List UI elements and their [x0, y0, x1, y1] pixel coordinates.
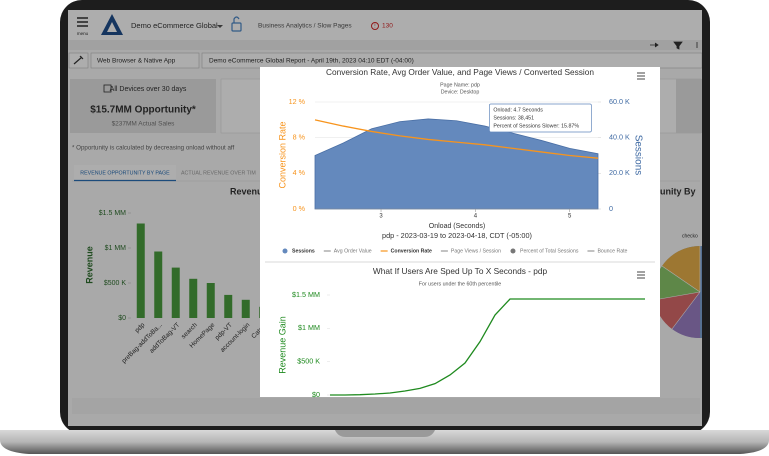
- chart-title: What If Users Are Sped Up To X Seconds -…: [373, 266, 548, 276]
- pie-slice: [672, 292, 700, 339]
- screen: menu Demo eCommerce Global Business Anal…: [68, 10, 702, 426]
- menu-label[interactable]: menu: [77, 31, 89, 36]
- tooltip-line: Percent of Sessions Slower: 15.87%: [493, 123, 579, 129]
- legend-marker: [282, 248, 288, 254]
- chart-subtitle: For users under the 60th percentile: [419, 281, 501, 287]
- y-axis-title: Revenue: [84, 246, 94, 284]
- logo-inner: [107, 22, 117, 32]
- tool-icons[interactable]: [650, 41, 698, 50]
- chart-subtitle: Page Name: pdp: [440, 82, 480, 88]
- chart-title: Conversion Rate, Avg Order Value, and Pa…: [326, 67, 594, 77]
- pie-slice: [653, 266, 700, 300]
- legend-marker: [510, 248, 516, 254]
- modal: Conversion Rate, Avg Order Value, and Pa…: [260, 67, 660, 399]
- bar: [189, 278, 198, 318]
- y-tick-label: $1.5 MM: [292, 290, 320, 299]
- bar: [154, 251, 163, 318]
- y-tick-label: $500 K: [104, 280, 127, 287]
- bar: [224, 294, 233, 318]
- legend-label[interactable]: Avg Order Value: [334, 248, 372, 254]
- area: [314, 118, 599, 210]
- tab[interactable]: ACTUAL REVENUE OVER TIM: [181, 170, 256, 176]
- y-tick-label: $500 K: [297, 357, 320, 366]
- alert-count[interactable]: 130: [382, 23, 393, 30]
- pin-icon[interactable]: [73, 55, 84, 65]
- y-axis-title: Conversion Rate: [277, 121, 287, 188]
- y-tick-label: $1.5 MM: [99, 210, 126, 217]
- top-bar: [68, 10, 702, 40]
- legend-label[interactable]: Bounce Rate: [597, 248, 627, 254]
- y-tick-label: 4 %: [293, 168, 306, 177]
- card-sales: $237MM Actual Sales: [112, 121, 176, 128]
- menu-button[interactable]: menu: [77, 17, 89, 36]
- legend-label[interactable]: Percent of Total Sessions: [520, 248, 579, 254]
- line: [330, 298, 645, 396]
- alert-mark[interactable]: !: [374, 24, 375, 30]
- summary-card-3[interactable]: [676, 79, 702, 133]
- y-tick-label: $1 MM: [298, 323, 320, 332]
- summary-card[interactable]: [70, 79, 216, 133]
- legend-label[interactable]: Conversion Rate: [391, 248, 432, 254]
- account-name[interactable]: Demo eCommerce Global: [131, 21, 218, 30]
- tooltip: Onload: 4.7 Seconds Sessions: 38,451 Perce…: [489, 103, 592, 133]
- laptop-base: [0, 430, 769, 454]
- chart-menu-icons[interactable]: [637, 72, 645, 279]
- legend-label[interactable]: Page Views / Session: [451, 248, 501, 254]
- breadcrumb: Business Analytics / Slow Pages: [258, 23, 352, 30]
- y-tick-label: 0 %: [293, 204, 306, 213]
- y-tick-label: 12 %: [289, 97, 306, 106]
- report-label[interactable]: Demo eCommerce Global Report - April 19t…: [209, 58, 414, 65]
- account-caret[interactable]: [217, 25, 223, 28]
- x-axis-subtitle: pdp - 2023-03-19 to 2023-04-18, CDT (-05…: [382, 231, 532, 240]
- base-notch: [335, 430, 435, 437]
- bar: [241, 299, 250, 318]
- chart-title: Revenu: [230, 186, 263, 196]
- x-tick-label: 5: [568, 214, 572, 220]
- pie-edges: [653, 246, 701, 330]
- tool-bar: [68, 40, 702, 50]
- y-tick-label: 8 %: [293, 133, 306, 142]
- x-tick-label: 3: [379, 214, 383, 220]
- device-tabs[interactable]: [72, 398, 700, 414]
- lock-shackle: [233, 16, 240, 23]
- y2-tick-label: 60.0 K: [609, 97, 630, 106]
- y2-axis-title: Sessions: [632, 135, 643, 176]
- y-axis-title: Revenue Gain: [277, 316, 287, 374]
- x-tick-label: 4: [474, 214, 478, 220]
- y2-tick-label: 0: [609, 204, 613, 213]
- tab-active[interactable]: [74, 165, 176, 181]
- platform-select[interactable]: [90, 52, 200, 69]
- lock-icon: [231, 22, 242, 32]
- devices-icon: [103, 84, 112, 93]
- tab[interactable]: REVENUE OPPORTUNITY BY PAGE: [80, 170, 170, 176]
- bar: [171, 267, 180, 318]
- card-label: All Devices over 30 days: [110, 86, 187, 93]
- opportunity-note: * Opportunity is calculated by decreasin…: [72, 145, 235, 152]
- tooltip-box: [489, 103, 592, 133]
- pie-label: checko: [682, 233, 698, 239]
- side-chart-title: ortunity By: [648, 186, 696, 196]
- menu-icon[interactable]: [77, 17, 88, 27]
- bar: [136, 223, 145, 318]
- y2-tick-label: 40.0 K: [609, 133, 630, 142]
- alert-icon[interactable]: [371, 22, 379, 30]
- pie-slice: [654, 292, 700, 329]
- tooltip-line: Sessions: 38,451: [493, 115, 534, 121]
- chart-subtitle: Device: Desktop: [441, 89, 480, 95]
- legend-label[interactable]: Sessions: [292, 248, 315, 254]
- y-tick-label: $1 MM: [105, 245, 127, 252]
- line: [314, 119, 599, 159]
- pie-slice: [662, 245, 700, 292]
- card-opportunity: $15.7MM Opportunity*: [90, 105, 196, 116]
- bar: [206, 283, 215, 318]
- tooltip-line: Onload: 4.7 Seconds: [493, 107, 543, 113]
- y-tick-label: $0: [312, 390, 320, 399]
- pie-chart: [653, 245, 702, 339]
- x-axis-title: Onload (Seconds): [429, 223, 485, 230]
- platform-label[interactable]: Web Browser & Native App: [97, 58, 176, 65]
- y2-tick-label: 20.0 K: [609, 168, 630, 177]
- y-tick-label: $0: [118, 315, 126, 322]
